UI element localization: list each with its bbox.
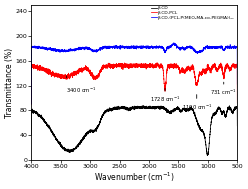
β-CD (236, 125, 239, 127)
Text: 3400 cm$^{-1}$: 3400 cm$^{-1}$ (66, 86, 96, 95)
β-CD-(PCL-P(MEO₂MA-co-PEGMA))₂₁ (220, 46, 223, 48)
β-CD-(PCL-P(MEO₂MA-co-PEGMA))₂₁ (161, 46, 164, 49)
β-CD-PCL (73, 73, 76, 75)
Text: 1728 cm$^{-1}$: 1728 cm$^{-1}$ (150, 94, 180, 104)
Text: 731 cm$^{-1}$: 731 cm$^{-1}$ (210, 88, 237, 97)
β-CD-PCL (104, 64, 107, 67)
Line: β-CD-(PCL-P(MEO₂MA-co-PEGMA))₂₁: β-CD-(PCL-P(MEO₂MA-co-PEGMA))₂₁ (31, 43, 237, 104)
β-CD (206, 154, 209, 156)
β-CD (104, 112, 107, 114)
β-CD-(PCL-P(MEO₂MA-co-PEGMA))₂₁ (152, 46, 155, 49)
β-CD-(PCL-P(MEO₂MA-co-PEGMA))₂₁ (30, 103, 33, 105)
β-CD-PCL (161, 64, 164, 66)
β-CD (161, 107, 164, 109)
β-CD-(PCL-P(MEO₂MA-co-PEGMA))₂₁ (104, 45, 107, 48)
β-CD-(PCL-P(MEO₂MA-co-PEGMA))₂₁ (236, 83, 239, 85)
β-CD (141, 105, 144, 107)
β-CD-PCL (155, 62, 158, 64)
β-CD-PCL (236, 102, 239, 104)
X-axis label: Wavenumber (cm$^{-1}$): Wavenumber (cm$^{-1}$) (94, 171, 175, 184)
Line: β-CD-PCL: β-CD-PCL (31, 63, 237, 104)
β-CD-(PCL-P(MEO₂MA-co-PEGMA))₂₁ (172, 42, 175, 44)
β-CD (220, 111, 223, 114)
β-CD (73, 147, 76, 150)
β-CD (30, 134, 33, 136)
Text: 1190 cm$^{-1}$: 1190 cm$^{-1}$ (182, 102, 212, 112)
β-CD (152, 106, 155, 108)
Legend: β-CD, β-CD-PCL, β-CD-(PCL-P(MEO₂MA-co-PEGMA))₂₁: β-CD, β-CD-PCL, β-CD-(PCL-P(MEO₂MA-co-PE… (151, 5, 235, 20)
β-CD-PCL (220, 64, 223, 66)
Y-axis label: Transmittance (%): Transmittance (%) (5, 47, 14, 118)
β-CD-(PCL-P(MEO₂MA-co-PEGMA))₂₁ (127, 46, 130, 49)
β-CD-PCL (152, 65, 155, 67)
β-CD-PCL (30, 103, 33, 105)
β-CD (127, 110, 130, 112)
Line: β-CD: β-CD (31, 106, 237, 155)
β-CD-PCL (127, 64, 130, 66)
β-CD-(PCL-P(MEO₂MA-co-PEGMA))₂₁ (73, 48, 76, 50)
